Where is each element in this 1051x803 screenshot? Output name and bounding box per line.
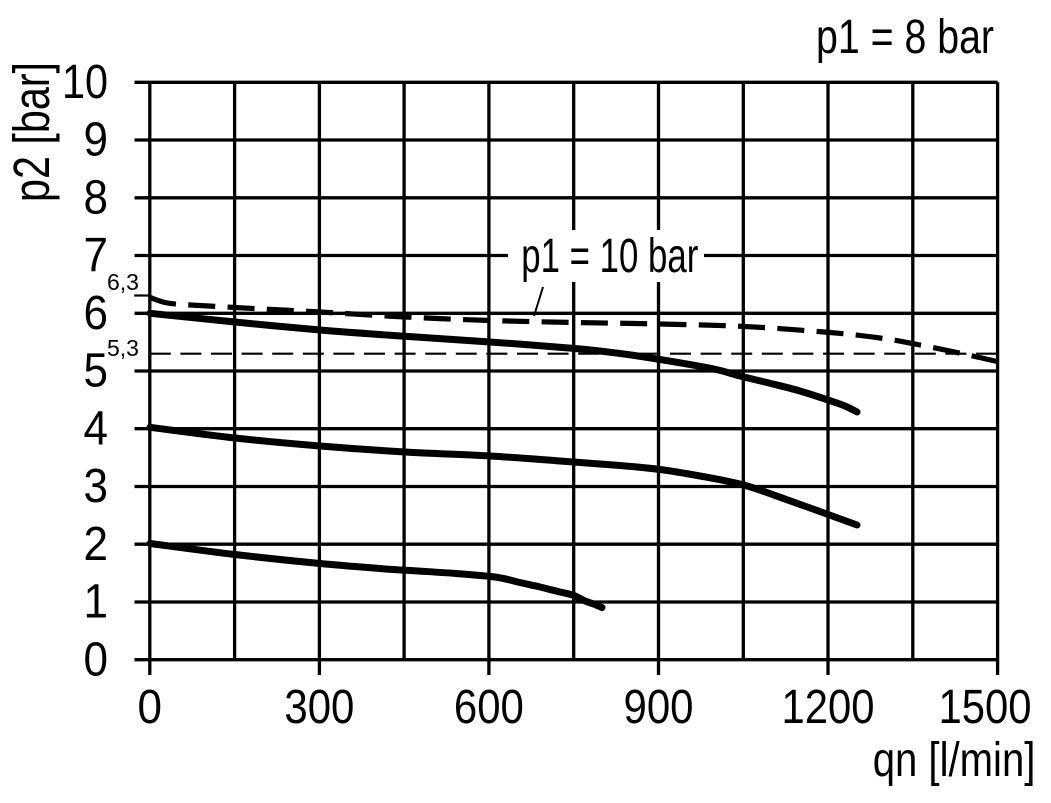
svg-text:0: 0 <box>84 633 109 686</box>
svg-text:1200: 1200 <box>782 681 875 734</box>
svg-text:0: 0 <box>138 681 163 734</box>
svg-text:5,3: 5,3 <box>107 335 139 361</box>
svg-text:qn [l/min]: qn [l/min] <box>873 734 1036 787</box>
svg-text:6: 6 <box>84 287 109 340</box>
svg-text:5: 5 <box>84 345 109 398</box>
svg-text:1: 1 <box>84 576 109 629</box>
svg-text:600: 600 <box>454 681 524 734</box>
svg-text:p1 = 8 bar: p1 = 8 bar <box>816 11 994 64</box>
svg-text:p2 [bar]: p2 [bar] <box>3 62 60 202</box>
svg-text:4: 4 <box>84 402 109 455</box>
svg-text:6,3: 6,3 <box>107 269 139 295</box>
svg-text:p1 = 10 bar: p1 = 10 bar <box>521 230 698 283</box>
svg-text:8: 8 <box>84 172 109 225</box>
svg-text:900: 900 <box>624 681 694 734</box>
svg-text:9: 9 <box>84 114 109 167</box>
svg-text:7: 7 <box>84 229 109 282</box>
svg-text:2: 2 <box>84 518 109 571</box>
svg-text:300: 300 <box>284 681 354 734</box>
svg-text:1500: 1500 <box>939 681 1032 734</box>
svg-text:10: 10 <box>62 56 108 109</box>
svg-text:3: 3 <box>84 460 109 513</box>
